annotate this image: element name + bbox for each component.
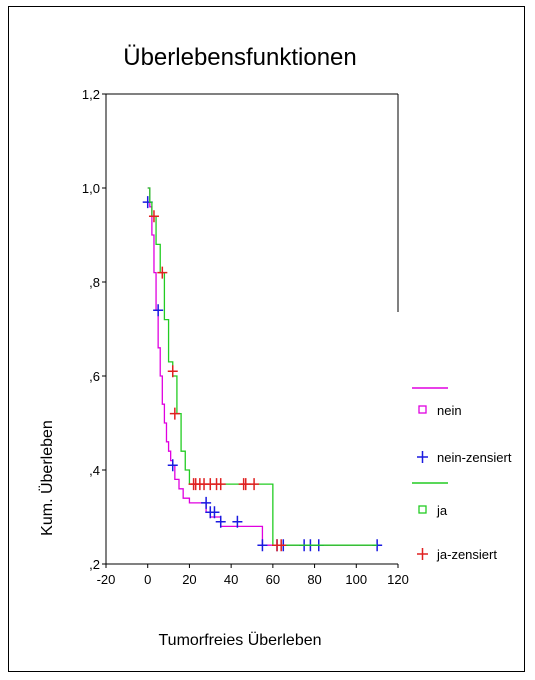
- censor-mark-ja: [148, 210, 159, 223]
- x-axis-title: Tumorfreies Überleben: [158, 631, 321, 649]
- y-tick-label: 1,0: [82, 181, 100, 196]
- y-tick-label: ,2: [89, 557, 100, 572]
- legend-label: ja: [436, 503, 448, 518]
- y-axis-title: Kum. Überleben: [38, 420, 56, 536]
- censor-mark-ja: [167, 365, 178, 378]
- censor-mark-nein: [215, 515, 226, 528]
- y-tick-label: ,6: [89, 369, 100, 384]
- censor-mark-nein: [201, 496, 212, 509]
- censor-mark-ja: [215, 478, 226, 491]
- censor-mark-ja: [240, 478, 251, 491]
- censor-mark-nein: [232, 515, 243, 528]
- legend-label: ja-zensiert: [436, 547, 497, 562]
- censor-mark-nein: [167, 459, 178, 472]
- y-tick-label: ,8: [89, 275, 100, 290]
- censor-mark-nein: [209, 506, 220, 519]
- x-tick-label: 120: [387, 572, 409, 587]
- censor-mark-ja: [276, 539, 287, 552]
- censor-mark-ja: [157, 266, 168, 279]
- x-tick-label: -20: [97, 572, 116, 587]
- censor-mark-nein: [153, 304, 164, 317]
- legend-square-4: [418, 505, 427, 514]
- series-nein-curve: [147, 187, 378, 546]
- legend-label: nein: [437, 403, 462, 418]
- x-tick-label: 100: [345, 572, 367, 587]
- chart-title: Überlebensfunktionen: [123, 44, 357, 71]
- chart-frame: [8, 6, 525, 672]
- legend-plus-5: [417, 548, 428, 560]
- x-tick-label: 0: [144, 572, 151, 587]
- y-tick-label: ,4: [89, 463, 100, 478]
- x-tick-label: 20: [182, 572, 196, 587]
- legend: nein nein-zensiert ja ja-zensiert: [412, 387, 512, 562]
- series-ja-curve: [147, 187, 378, 546]
- x-tick-label: 60: [266, 572, 280, 587]
- censor-mark-nein: [257, 539, 268, 552]
- censor-mark-ja: [249, 478, 260, 491]
- legend-plus-2: [417, 451, 428, 463]
- x-tick-label: 40: [224, 572, 238, 587]
- x-tick-label: 80: [307, 572, 321, 587]
- censor-mark-ja: [169, 407, 180, 420]
- legend-label: nein-zensiert: [437, 450, 512, 465]
- plot-area: -20 0 20 40 60 80 100 120 ,2 ,4 ,6 ,8 1,0 1,2: [82, 87, 409, 587]
- y-tick-label: 1,2: [82, 87, 100, 102]
- legend-square-1: [418, 405, 427, 414]
